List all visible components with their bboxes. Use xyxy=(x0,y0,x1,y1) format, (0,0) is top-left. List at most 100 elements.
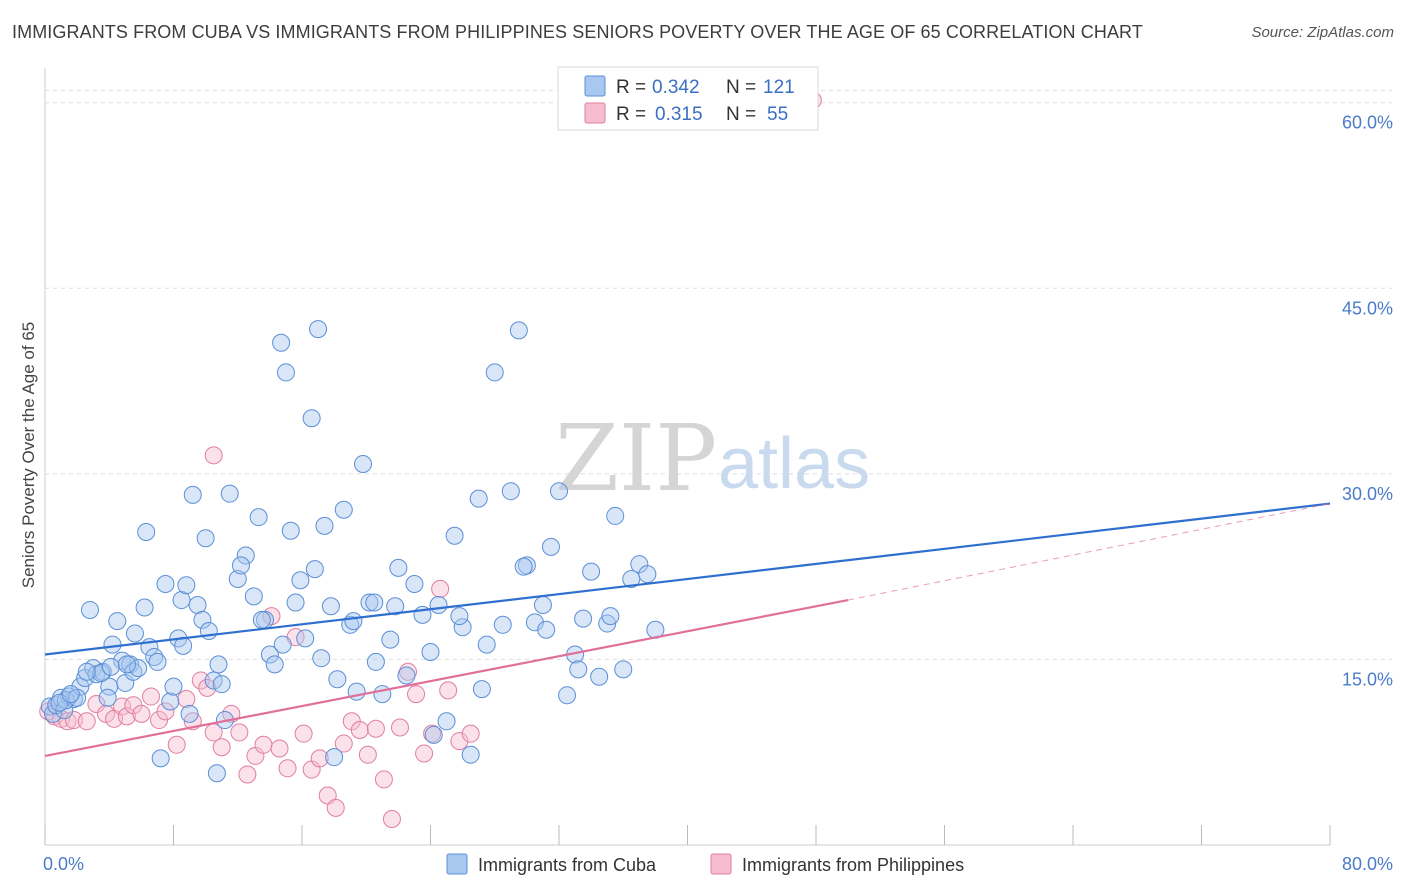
cuba-point xyxy=(71,677,90,696)
trend-lines xyxy=(44,502,1331,758)
y-axis-label: Seniors Poverty Over the Age of 65 xyxy=(19,322,38,588)
x-tick-label-min: 0.0% xyxy=(43,854,84,874)
cuba-point xyxy=(260,645,279,664)
cuba-point xyxy=(450,607,469,626)
y-tick-label: 45.0% xyxy=(1342,298,1393,318)
philippines-point xyxy=(294,724,313,743)
cuba-point xyxy=(445,526,464,545)
cuba-point xyxy=(305,560,324,579)
y-tick-label: 60.0% xyxy=(1342,113,1393,133)
cuba-point xyxy=(77,662,96,681)
cuba-point xyxy=(228,570,247,589)
cuba-point xyxy=(249,508,268,527)
philippines-trend-line xyxy=(44,598,849,758)
gridlines xyxy=(45,89,1392,660)
philippines-points xyxy=(39,91,822,829)
legend-n-label-philippines: N = xyxy=(726,104,756,125)
philippines-point xyxy=(87,694,106,713)
cuba-point xyxy=(124,662,143,681)
cuba-point xyxy=(156,574,175,593)
cuba-point xyxy=(421,643,440,662)
philippines-point xyxy=(77,712,96,731)
philippines-point xyxy=(461,724,480,743)
cuba-point xyxy=(558,686,577,705)
cuba-point xyxy=(177,576,196,595)
cuba-point xyxy=(453,618,472,637)
cuba-point xyxy=(265,655,284,674)
cuba-point xyxy=(501,482,520,501)
legend-n-value-philippines: 55 xyxy=(767,104,788,125)
cuba-point xyxy=(381,630,400,649)
series-legend: Immigrants from Cuba Immigrants from Phi… xyxy=(446,853,964,875)
philippines-point xyxy=(238,765,257,784)
philippines-point xyxy=(142,687,161,706)
cuba-point xyxy=(461,745,480,764)
cuba-point xyxy=(296,629,315,648)
philippines-point xyxy=(191,671,210,690)
cuba-point xyxy=(252,610,271,629)
cuba-point xyxy=(397,666,416,685)
cuba-point xyxy=(151,749,170,768)
cuba-point xyxy=(550,482,568,501)
cuba-point xyxy=(291,571,310,590)
cuba-point xyxy=(582,562,601,581)
x-tick-label-max: 80.0% xyxy=(1342,854,1393,874)
cuba-point xyxy=(360,593,379,612)
cuba-point xyxy=(220,484,239,503)
legend-swatch-cuba xyxy=(584,75,606,97)
cuba-point xyxy=(212,675,231,694)
legend-r-label-philippines: R = xyxy=(616,104,646,125)
philippines-point xyxy=(117,707,136,726)
philippines-point xyxy=(358,745,377,764)
bottom-legend-label-cuba: Immigrants from Cuba xyxy=(478,855,657,875)
cuba-point xyxy=(129,659,148,678)
cuba-point xyxy=(525,613,544,632)
cuba-point xyxy=(125,624,144,643)
cuba-point xyxy=(101,657,120,676)
philippines-point xyxy=(334,734,353,753)
cuba-point xyxy=(196,529,215,548)
cuba-point xyxy=(537,620,556,639)
cuba-point xyxy=(302,409,321,428)
cuba-point xyxy=(614,660,633,679)
cuba-point xyxy=(244,587,263,606)
cuba-point xyxy=(344,612,363,631)
cuba-point xyxy=(541,537,560,556)
cuba-point xyxy=(236,546,255,565)
philippines-point xyxy=(278,759,297,778)
philippines-point xyxy=(374,770,393,789)
cuba-point xyxy=(514,557,533,576)
philippines-point xyxy=(204,446,223,465)
cuba-point xyxy=(135,598,154,617)
cuba-point xyxy=(272,333,291,352)
cuba-point xyxy=(92,664,111,683)
chart-title: IMMIGRANTS FROM CUBA VS IMMIGRANTS FROM … xyxy=(12,22,1143,42)
cuba-point xyxy=(312,649,331,668)
cuba-point xyxy=(493,615,512,634)
philippines-point xyxy=(198,678,217,697)
cuba-trend-line xyxy=(44,502,1331,656)
source-credit: Source: ZipAtlas.com xyxy=(1251,24,1394,41)
cuba-point xyxy=(389,558,408,577)
cuba-point xyxy=(273,635,292,654)
cuba-point xyxy=(469,489,488,508)
cuba-point xyxy=(148,652,167,671)
cuba-point xyxy=(281,521,300,540)
philippines-point xyxy=(326,798,345,817)
cuba-point xyxy=(188,596,207,615)
philippines-point xyxy=(431,579,450,598)
cuba-point xyxy=(164,677,183,696)
cuba-point xyxy=(309,320,328,339)
cuba-point xyxy=(437,712,456,731)
cuba-point xyxy=(80,600,99,619)
cuba-point xyxy=(172,591,191,610)
cuba-points xyxy=(40,320,665,783)
cuba-point xyxy=(193,610,212,629)
cuba-point xyxy=(117,655,136,674)
philippines-point xyxy=(390,718,409,737)
cuba-point xyxy=(429,596,448,615)
philippines-point xyxy=(58,712,77,731)
y-tick-label: 15.0% xyxy=(1342,669,1393,689)
cuba-point xyxy=(61,685,80,704)
